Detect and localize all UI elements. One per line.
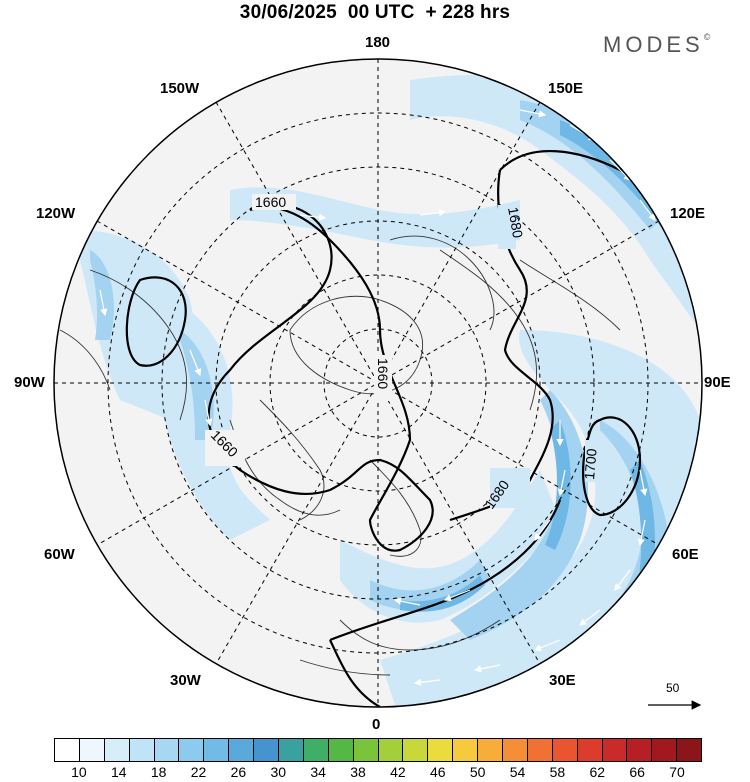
colorbar-tick-label: 10	[71, 764, 87, 780]
colorbar-swatch	[403, 739, 429, 761]
wind-vectors	[99, 109, 656, 686]
colorbar-swatch	[552, 739, 578, 761]
colorbar-swatch	[154, 739, 180, 761]
contour-label: 1700	[581, 448, 600, 481]
contour-label: 1680	[505, 206, 526, 240]
colorbar-tick-label: 30	[270, 764, 287, 780]
colorbar-swatch	[378, 739, 404, 761]
wind-scale-label: 50	[666, 681, 680, 695]
colorbar-swatch	[254, 739, 280, 761]
longitude-label-90w: 90W	[14, 374, 45, 391]
longitude-label-30e: 30E	[549, 672, 576, 689]
colorbar-tick-label: 50	[469, 764, 486, 780]
colorbar-swatch	[627, 739, 653, 761]
colorbar-tick-label: 46	[430, 764, 446, 780]
colorbar-swatch	[303, 739, 329, 761]
colorbar-swatch	[328, 739, 354, 761]
brand-name: MODES	[603, 32, 704, 57]
colorbar-swatch	[652, 739, 678, 761]
contour-label-extra: 1680	[0, 0, 1, 1]
colorbar-swatch	[179, 739, 205, 761]
colorbar-swatch	[577, 739, 603, 761]
longitude-label-30w: 30W	[170, 672, 201, 689]
copyright-mark: ©	[703, 32, 711, 42]
map-boundary	[53, 58, 703, 708]
longitude-label-90e: 90E	[704, 374, 731, 391]
colorbar-tick-label: 70	[669, 764, 685, 780]
colorbar-tick-label: 34	[310, 764, 326, 780]
longitude-label-180: 180	[365, 34, 391, 51]
longitude-label-120e: 120E	[670, 205, 706, 222]
brand-logo: MODES©	[603, 32, 710, 58]
colorbar-tick-label: 22	[190, 764, 207, 780]
longitude-label-60w: 60W	[44, 546, 75, 563]
colorbar-ticks: 10 14 18 22 26 30 34 38 42 46 50 54 58 62 66 70	[54, 764, 702, 782]
colorbar-swatch	[279, 739, 304, 761]
contour-label-group: 1660 1680 1660 1660 1680 1700	[205, 194, 603, 512]
contour-label: 1660	[255, 194, 286, 210]
colorbar-swatch	[353, 739, 379, 761]
coastlines	[59, 235, 621, 676]
colorbar-tick-label: 14	[111, 764, 127, 780]
colorbar-tick-label: 26	[230, 764, 247, 780]
colorbar-swatch	[428, 739, 454, 761]
colorbar-swatch	[453, 739, 479, 761]
colorbar-swatch	[503, 739, 528, 761]
colorbar-tick-label: 42	[390, 764, 406, 780]
colorbar-tick-label: 54	[509, 764, 526, 780]
colorbar-tick-label: 62	[589, 764, 606, 780]
colorbar-tick-label: 58	[549, 764, 566, 780]
longitude-label-150w: 150W	[160, 80, 200, 97]
colorbar-swatch	[602, 739, 628, 761]
colorbar-tick-label: 38	[350, 764, 366, 780]
colorbar-swatch	[55, 739, 80, 761]
colorbar-swatch	[677, 739, 702, 761]
longitude-label-150e: 150E	[548, 80, 584, 97]
colorbar	[54, 738, 702, 762]
map-disk: 1660 1680 1660 1660 1680 1700	[54, 59, 702, 707]
contour-label: 1660	[375, 358, 391, 389]
colorbar-swatch	[229, 739, 255, 761]
colorbar-swatch	[527, 739, 553, 761]
colorbar-swatch	[204, 739, 230, 761]
colorbar-swatch	[79, 739, 105, 761]
colorbar-swatch	[104, 739, 130, 761]
map-title: 30/06/2025 00 UTC + 228 hrs	[239, 2, 511, 23]
colorbar-swatch	[129, 739, 155, 761]
longitude-label-120w: 120W	[36, 205, 76, 222]
colorbar-tick-label: 66	[629, 764, 645, 780]
longitude-label-60e: 60E	[672, 546, 699, 563]
longitude-label-0: 0	[372, 716, 381, 733]
colorbar-swatch	[478, 739, 504, 761]
colorbar-tick-label: 18	[150, 764, 167, 780]
